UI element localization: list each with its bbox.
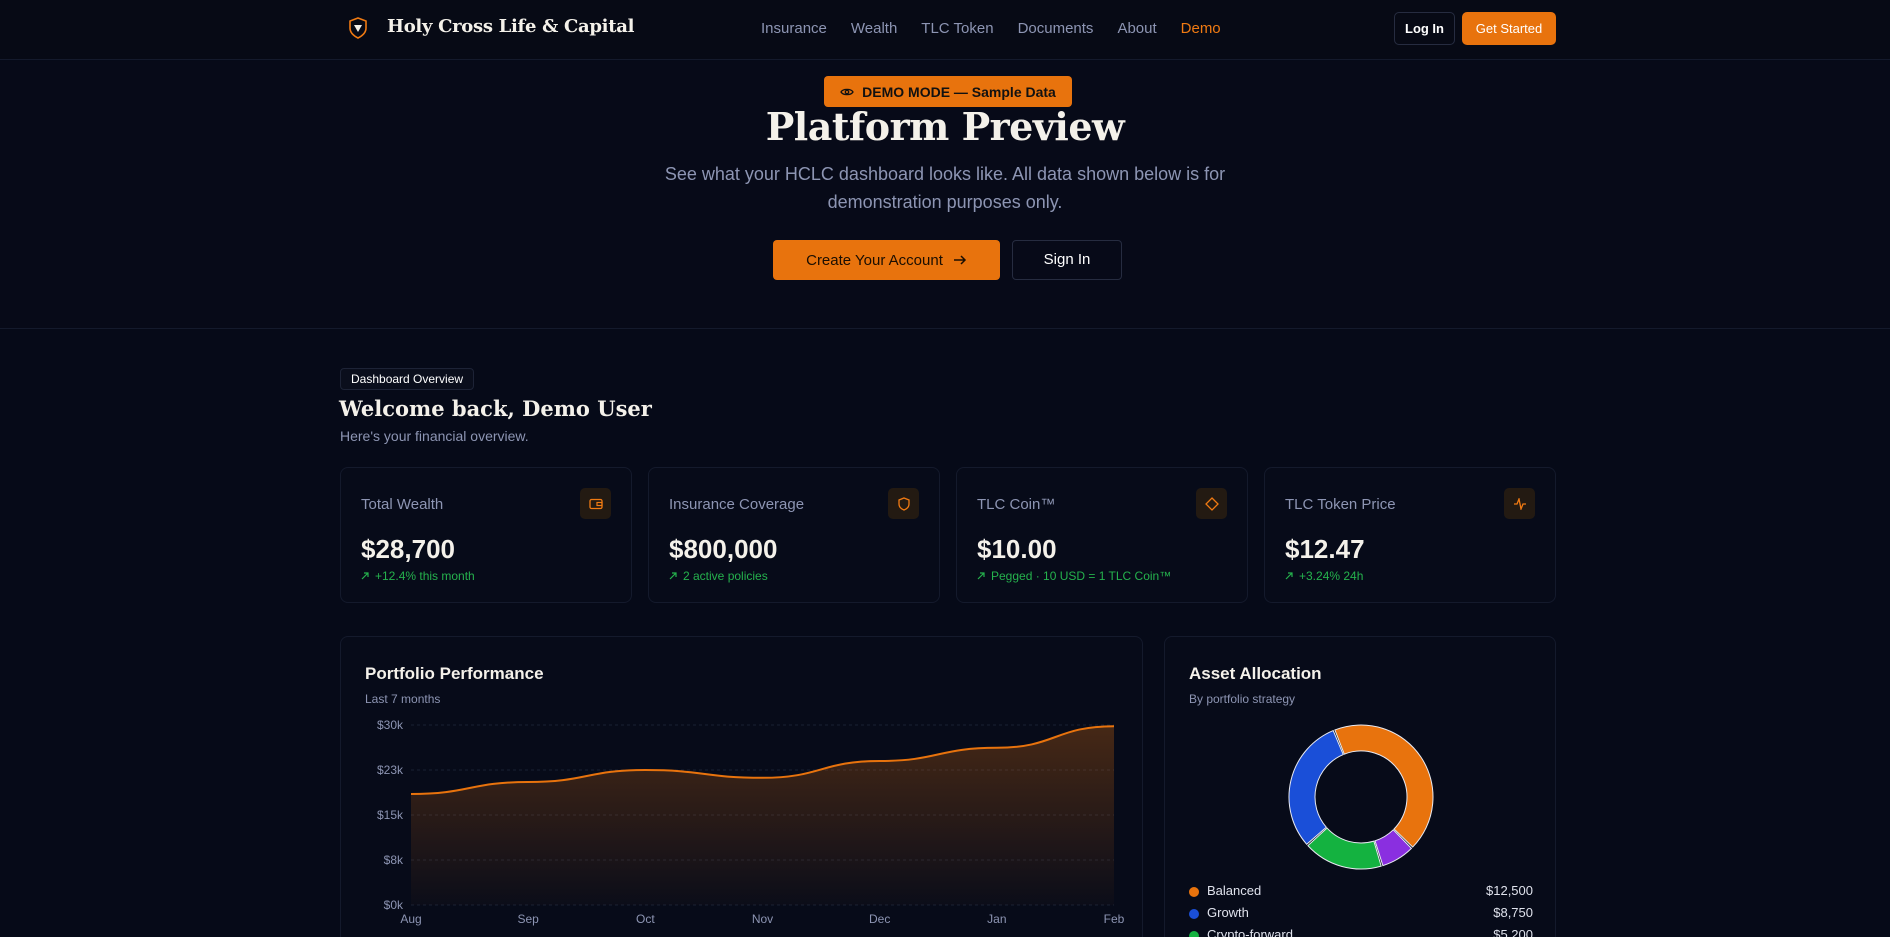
trend-up-icon xyxy=(1285,572,1293,580)
hero-subtitle: See what your HCLC dashboard looks like.… xyxy=(664,164,1226,212)
diamond-icon xyxy=(1196,488,1227,519)
eye-icon xyxy=(840,88,854,95)
legend-label: Growth xyxy=(1207,905,1249,920)
brand-name[interactable]: Holy Cross Life & Capital xyxy=(387,16,635,37)
stat-card-tlc-coin: TLC Coin™ $10.00 Pegged · 10 USD = 1 TLC… xyxy=(956,467,1248,603)
card-delta-text: 2 active policies xyxy=(683,569,768,583)
card-delta: +3.24% 24h xyxy=(1285,569,1363,583)
donut-slice-growth[interactable] xyxy=(1288,729,1344,845)
x-tick-label: Sep xyxy=(517,912,539,926)
legend-label: Crypto-forward xyxy=(1207,927,1293,937)
x-tick-label: Jan xyxy=(987,912,1006,926)
card-delta-text: Pegged · 10 USD = 1 TLC Coin™ xyxy=(991,569,1172,583)
nav-link-demo[interactable]: Demo xyxy=(1180,20,1221,37)
donut-slice-crypto-forward[interactable] xyxy=(1307,827,1382,870)
create-account-button[interactable]: Create Your Account xyxy=(773,240,1000,280)
arrow-right-icon xyxy=(953,255,966,265)
series-line xyxy=(410,725,1115,795)
allocation-donut-chart[interactable] xyxy=(1165,717,1557,897)
legend-value: $8,750 xyxy=(1493,905,1533,920)
login-button[interactable]: Log In xyxy=(1394,12,1455,45)
trend-up-icon xyxy=(977,572,985,580)
card-delta-text: +3.24% 24h xyxy=(1299,569,1364,583)
donut-slice-other[interactable] xyxy=(1374,829,1413,867)
y-tick-label: $0k xyxy=(384,898,404,912)
area-fill xyxy=(411,726,1114,905)
nav-link-about[interactable]: About xyxy=(1117,20,1157,37)
panel-title: Asset Allocation xyxy=(1189,664,1322,683)
y-tick-label: $15k xyxy=(377,808,404,822)
x-tick-label: Dec xyxy=(869,912,890,926)
card-value: $12.47 xyxy=(1285,534,1365,564)
stat-card-total-wealth: Total Wealth $28,700 +12.4% this month xyxy=(340,467,632,603)
shield-icon xyxy=(888,488,919,519)
activity-icon xyxy=(1504,488,1535,519)
trend-up-icon xyxy=(669,572,677,580)
demo-mode-label: DEMO MODE — Sample Data xyxy=(862,83,1056,100)
page-title: Platform Preview xyxy=(765,104,1125,149)
card-value: $800,000 xyxy=(669,534,778,564)
x-tick-label: Oct xyxy=(636,912,655,926)
card-delta: 2 active policies xyxy=(669,569,768,583)
dashboard-overview-badge: Dashboard Overview xyxy=(340,368,475,390)
nav-link-wealth[interactable]: Wealth xyxy=(850,20,898,37)
card-value: $10.00 xyxy=(977,534,1057,564)
demo-mode-badge: DEMO MODE — Sample Data xyxy=(824,76,1072,107)
panel-subtitle: Last 7 months xyxy=(365,692,441,706)
portfolio-performance-panel: Portfolio Performance Last 7 months $30k… xyxy=(340,636,1143,937)
top-nav: Holy Cross Life & Capital Insurance Weal… xyxy=(0,0,1890,60)
trend-up-icon xyxy=(361,572,369,580)
card-delta-text: +12.4% this month xyxy=(375,569,475,583)
x-tick-label: Nov xyxy=(752,912,773,926)
welcome-heading: Welcome back, Demo User xyxy=(339,396,652,421)
stat-card-tlc-token-price: TLC Token Price $12.47 +3.24% 24h xyxy=(1264,467,1556,603)
card-label: TLC Coin™ xyxy=(977,496,1056,513)
card-label: TLC Token Price xyxy=(1285,496,1396,513)
nav-link-insurance[interactable]: Insurance xyxy=(761,20,827,37)
legend-dot-icon xyxy=(1189,887,1199,897)
y-tick-label: $30k xyxy=(377,718,404,732)
asset-allocation-panel: Asset Allocation By portfolio strategy B… xyxy=(1164,636,1556,937)
x-tick-label: Aug xyxy=(400,912,421,926)
sign-in-button[interactable]: Sign In xyxy=(1012,240,1122,280)
main-menu: Insurance Wealth TLC Token Documents Abo… xyxy=(761,20,1245,37)
y-tick-label: $23k xyxy=(377,763,404,777)
legend-value: $5,200 xyxy=(1493,927,1533,937)
legend-item: Crypto-forward $5,200 xyxy=(1189,927,1533,937)
card-value: $28,700 xyxy=(361,534,455,564)
card-delta: Pegged · 10 USD = 1 TLC Coin™ xyxy=(977,569,1171,583)
card-delta: +12.4% this month xyxy=(361,569,475,583)
legend-dot-icon xyxy=(1189,931,1199,937)
get-started-button[interactable]: Get Started xyxy=(1462,12,1556,45)
panel-subtitle: By portfolio strategy xyxy=(1189,692,1296,706)
legend-dot-icon xyxy=(1189,909,1199,919)
donut-slice-balanced[interactable] xyxy=(1334,724,1434,848)
legend-value: $12,500 xyxy=(1486,883,1533,898)
overview-text: Here's your financial overview. xyxy=(340,428,529,444)
card-label: Total Wealth xyxy=(361,496,444,513)
y-tick-label: $8k xyxy=(384,853,404,867)
card-label: Insurance Coverage xyxy=(669,496,805,513)
nav-link-documents[interactable]: Documents xyxy=(1017,20,1094,37)
legend-label: Balanced xyxy=(1207,883,1262,898)
create-account-label: Create Your Account xyxy=(806,251,943,269)
wallet-icon xyxy=(580,488,611,519)
legend-item: Balanced $12,500 xyxy=(1189,883,1533,901)
shield-logo-icon[interactable] xyxy=(347,16,369,40)
stat-card-insurance: Insurance Coverage $800,000 2 active pol… xyxy=(648,467,940,603)
legend-item: Growth $8,750 xyxy=(1189,905,1533,923)
nav-link-tlc-token[interactable]: TLC Token xyxy=(921,20,994,37)
x-tick-label: Feb xyxy=(1104,912,1125,926)
panel-title: Portfolio Performance xyxy=(365,664,544,683)
